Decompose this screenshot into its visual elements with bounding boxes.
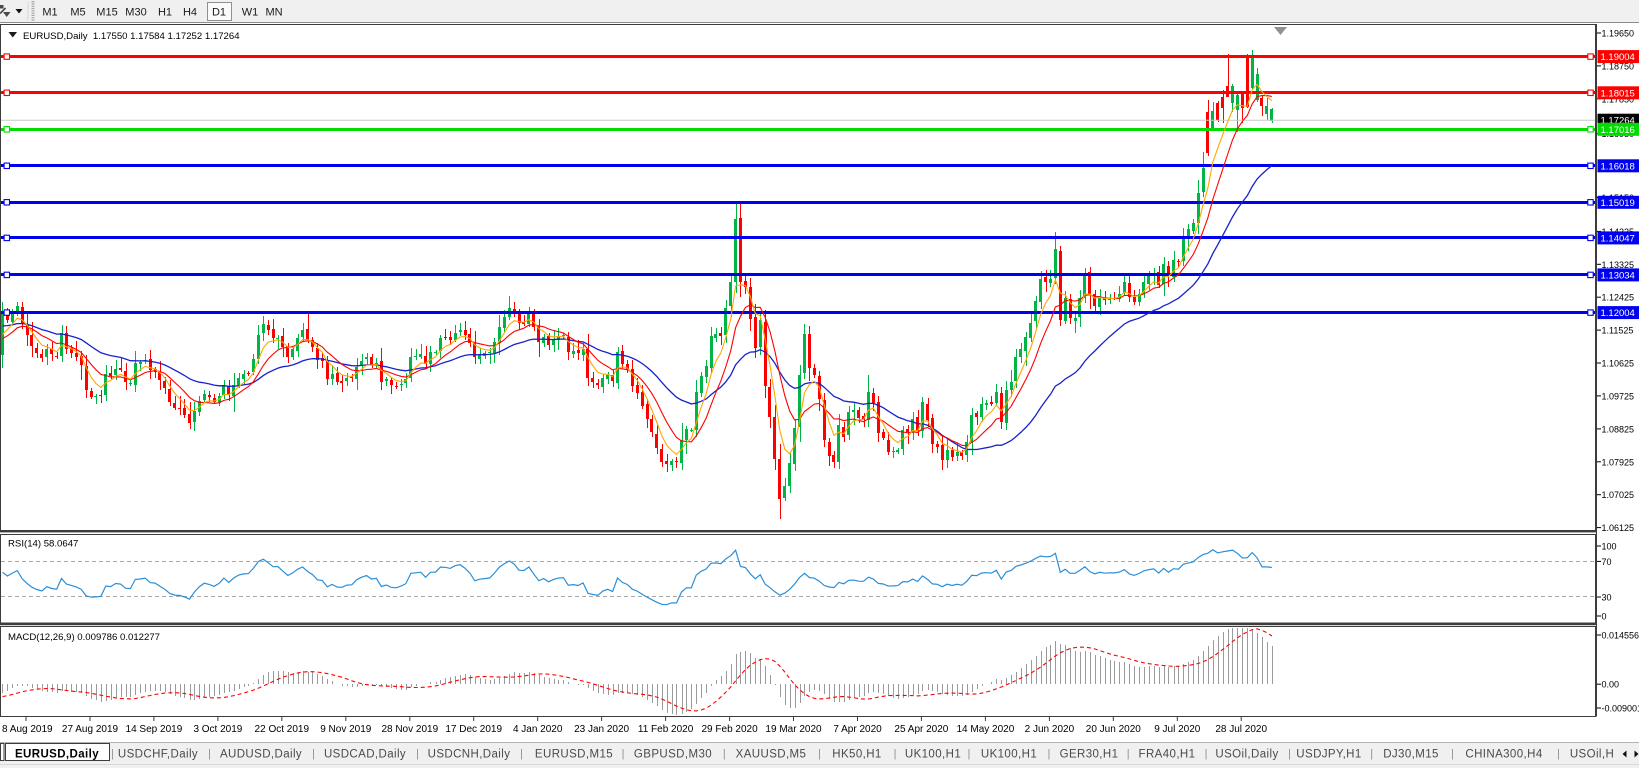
svg-text:9 Nov 2019: 9 Nov 2019	[320, 724, 372, 735]
svg-text:HK50,H1: HK50,H1	[832, 749, 881, 761]
svg-text:|: |	[1370, 748, 1373, 760]
svg-text:|: |	[1557, 748, 1560, 760]
svg-text:1.17016: 1.17016	[1601, 125, 1635, 136]
svg-text:1.10625: 1.10625	[1602, 359, 1635, 369]
svg-text:22 Oct 2019: 22 Oct 2019	[255, 724, 310, 735]
svg-text:W1: W1	[242, 7, 259, 19]
svg-text:1.15019: 1.15019	[1601, 198, 1635, 209]
svg-text:1.18750: 1.18750	[1602, 61, 1635, 71]
svg-text:1.12004: 1.12004	[1601, 308, 1635, 319]
svg-text:2 Jun 2020: 2 Jun 2020	[1025, 724, 1075, 735]
svg-text:USOil,Daily: USOil,Daily	[1215, 749, 1278, 761]
svg-text:1.08825: 1.08825	[1602, 424, 1635, 434]
svg-text:|: |	[1451, 748, 1454, 760]
svg-text:1.19004: 1.19004	[1601, 52, 1635, 63]
svg-text:100: 100	[1602, 542, 1617, 552]
svg-text:14 Sep 2019: 14 Sep 2019	[126, 724, 183, 735]
svg-text:27 Aug 2019: 27 Aug 2019	[62, 724, 119, 735]
svg-text:UK100,H1: UK100,H1	[905, 749, 961, 761]
svg-text:7 Apr 2020: 7 Apr 2020	[833, 724, 882, 735]
svg-text:29 Feb 2020: 29 Feb 2020	[702, 724, 759, 735]
svg-text:28 Nov 2019: 28 Nov 2019	[381, 724, 438, 735]
svg-text:1.11525: 1.11525	[1602, 326, 1634, 336]
svg-text:28 Jul 2020: 28 Jul 2020	[1215, 724, 1267, 735]
svg-text:30: 30	[1602, 593, 1612, 603]
svg-text:DJ30,M15: DJ30,M15	[1383, 749, 1439, 761]
svg-text:|: |	[1205, 748, 1208, 760]
svg-text:0: 0	[1602, 612, 1607, 622]
svg-text:1.13034: 1.13034	[1601, 270, 1635, 281]
svg-text:0.00: 0.00	[1602, 680, 1620, 690]
svg-text:|: |	[111, 748, 114, 760]
svg-text:1.18015: 1.18015	[1601, 88, 1635, 99]
svg-text:|: |	[818, 748, 821, 760]
svg-text:1.06125: 1.06125	[1602, 523, 1635, 533]
svg-text:RSI(14) 58.0647: RSI(14) 58.0647	[8, 539, 78, 550]
svg-text:USDJPY,H1: USDJPY,H1	[1296, 749, 1361, 761]
svg-text:4 Jan 2020: 4 Jan 2020	[513, 724, 563, 735]
svg-text:70: 70	[1602, 557, 1612, 567]
svg-text:1.09725: 1.09725	[1602, 391, 1635, 401]
svg-text:1.07025: 1.07025	[1602, 490, 1635, 500]
svg-text:14 May 2020: 14 May 2020	[956, 724, 1014, 735]
svg-text:AUDUSD,Daily: AUDUSD,Daily	[220, 749, 302, 761]
svg-text:1.19650: 1.19650	[1602, 29, 1635, 39]
svg-text:MACD(12,26,9) 0.009786 0.01227: MACD(12,26,9) 0.009786 0.012277	[8, 632, 160, 643]
svg-text:USOil,H: USOil,H	[1570, 749, 1614, 761]
svg-text:25 Apr 2020: 25 Apr 2020	[894, 724, 948, 735]
svg-text:USDCNH,Daily: USDCNH,Daily	[428, 749, 511, 761]
svg-text:|: |	[520, 748, 523, 760]
svg-text:EURUSD,M15: EURUSD,M15	[535, 749, 613, 761]
svg-text:M1: M1	[42, 7, 57, 19]
svg-text:1.17264: 1.17264	[1601, 116, 1635, 127]
svg-text:|: |	[1288, 748, 1291, 760]
svg-text:|: |	[622, 748, 625, 760]
svg-text:M15: M15	[96, 7, 117, 19]
svg-text:USDCAD,Daily: USDCAD,Daily	[324, 749, 406, 761]
svg-text:|: |	[723, 748, 726, 760]
svg-text:FRA40,H1: FRA40,H1	[1139, 749, 1196, 761]
svg-text:UK100,H1: UK100,H1	[981, 749, 1037, 761]
svg-text:|: |	[1047, 748, 1050, 760]
svg-text:EURUSD,Daily 1.17550 1.17584: EURUSD,Daily 1.17550 1.17584 1.17252 1.1…	[23, 31, 240, 42]
svg-text:8 Aug 2019: 8 Aug 2019	[2, 724, 53, 735]
svg-text:H1: H1	[158, 7, 172, 19]
svg-text:GBPUSD,M30: GBPUSD,M30	[634, 749, 712, 761]
svg-text:3 Oct 2019: 3 Oct 2019	[193, 724, 242, 735]
svg-text:D1: D1	[212, 7, 226, 19]
svg-text:1.16018: 1.16018	[1601, 161, 1635, 172]
svg-text:9 Jul 2020: 9 Jul 2020	[1154, 724, 1201, 735]
svg-text:23 Jan 2020: 23 Jan 2020	[574, 724, 629, 735]
svg-text:MN: MN	[265, 7, 282, 19]
svg-text:|: |	[416, 748, 419, 760]
svg-text:-0.009001: -0.009001	[1602, 704, 1639, 714]
svg-text:1.14047: 1.14047	[1601, 233, 1635, 244]
svg-text:1.12425: 1.12425	[1602, 293, 1635, 303]
svg-text:M30: M30	[125, 7, 146, 19]
svg-text:20 Jun 2020: 20 Jun 2020	[1086, 724, 1141, 735]
svg-text:|: |	[208, 748, 211, 760]
svg-text:17 Dec 2019: 17 Dec 2019	[445, 724, 502, 735]
svg-text:EURUSD,Daily: EURUSD,Daily	[15, 749, 99, 761]
svg-text:H4: H4	[183, 7, 197, 19]
svg-text:|: |	[967, 748, 970, 760]
svg-text:|: |	[894, 748, 897, 760]
svg-text:USDCHF,Daily: USDCHF,Daily	[118, 749, 198, 761]
svg-text:19 Mar 2020: 19 Mar 2020	[765, 724, 822, 735]
svg-text:|: |	[312, 748, 315, 760]
svg-text:GER30,H1: GER30,H1	[1060, 749, 1119, 761]
svg-text:CHINA300,H4: CHINA300,H4	[1465, 749, 1542, 761]
svg-text:XAUUSD,M5: XAUUSD,M5	[736, 749, 807, 761]
svg-text:1.13325: 1.13325	[1602, 260, 1635, 270]
svg-text:|: |	[1127, 748, 1130, 760]
svg-text:0.014556: 0.014556	[1602, 631, 1639, 641]
svg-text:M5: M5	[70, 7, 85, 19]
svg-text:1.07925: 1.07925	[1602, 457, 1635, 467]
svg-text:11 Feb 2020: 11 Feb 2020	[638, 724, 694, 735]
